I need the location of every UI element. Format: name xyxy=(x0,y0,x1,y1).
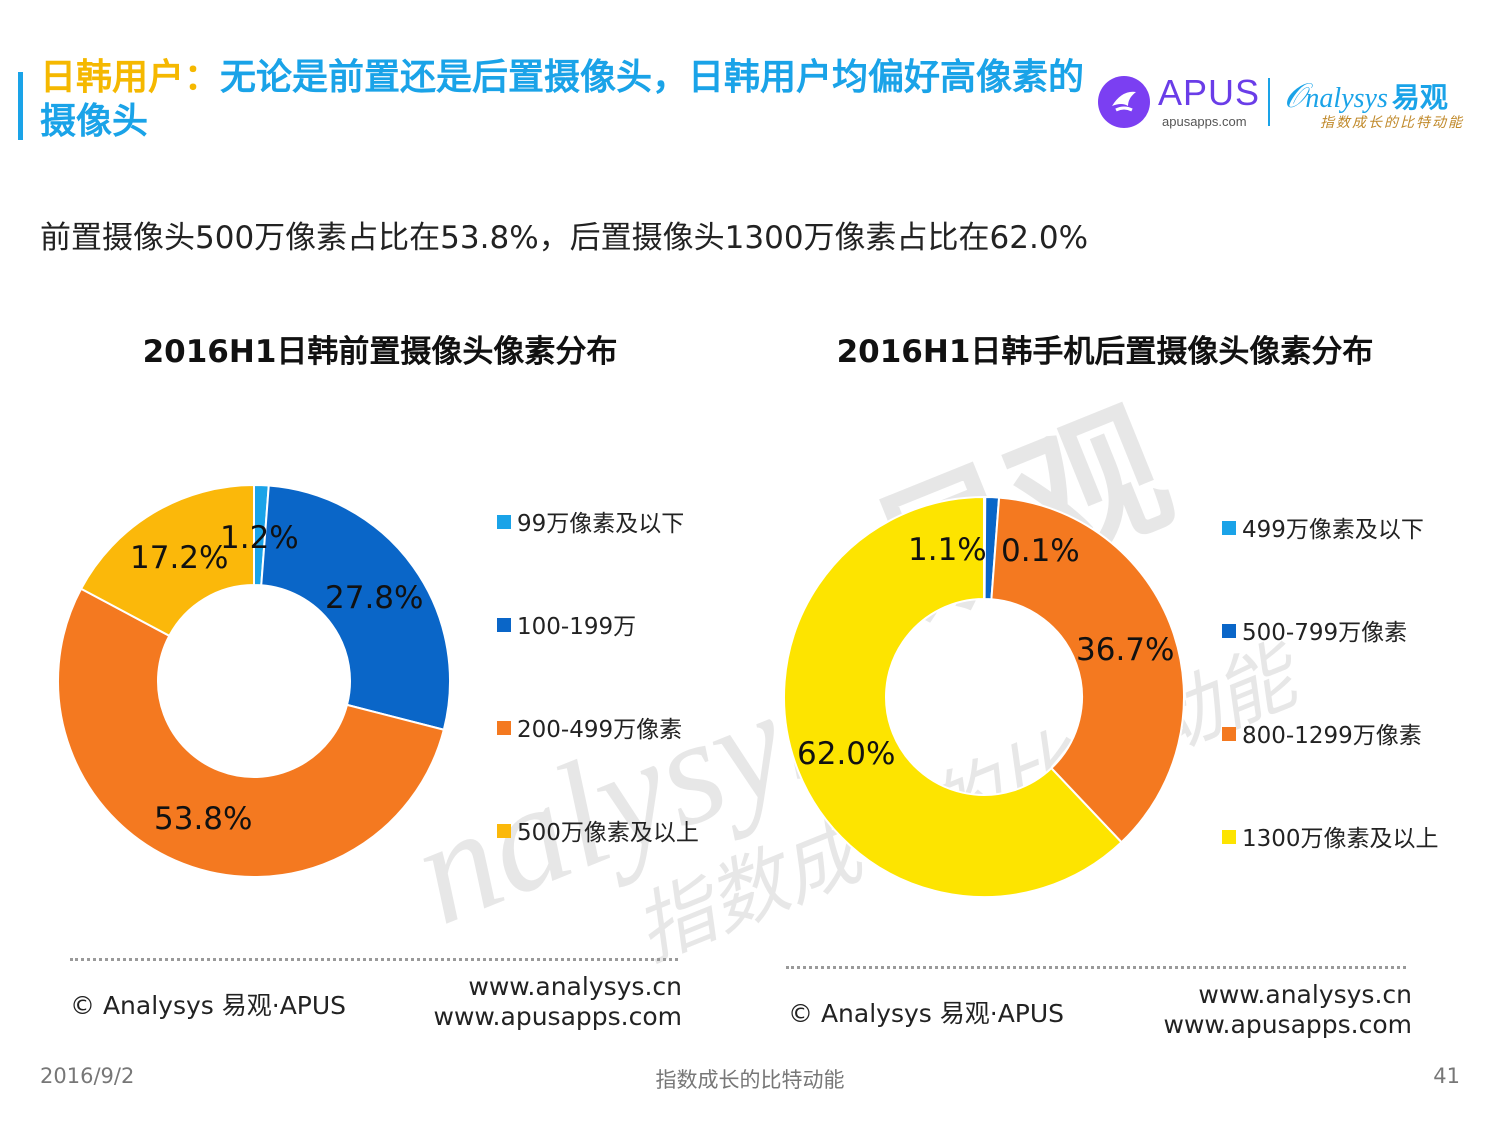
legend-label: 499万像素及以下 xyxy=(1242,517,1424,543)
footer-copyright-right: © Analysys 易观·APUS xyxy=(788,999,1065,1028)
footer-url-apus-right: www.apusapps.com xyxy=(1163,1010,1412,1039)
slice-data-label: 36.7% xyxy=(1076,632,1174,668)
legend-swatch xyxy=(1222,521,1236,535)
apus-logo-text: APUS xyxy=(1158,72,1261,113)
legend-item: 500-799万像素 xyxy=(1222,613,1407,647)
legend-swatch xyxy=(1222,830,1236,844)
donut-chart-front-camera: 1.2% 27.8% 53.8% 17.2% xyxy=(57,483,451,878)
legend-item: 100-199万 xyxy=(497,607,636,641)
title-accent-bar xyxy=(18,72,23,140)
legend-swatch xyxy=(497,618,511,632)
analysys-logo-slogan: 指数成长的比特动能 xyxy=(1320,115,1464,131)
page-slogan: 指数成长的比特动能 xyxy=(655,1068,845,1092)
page-title-highlight: 日韩用户： xyxy=(40,57,221,98)
slice-data-label: 53.8% xyxy=(154,801,252,837)
footer-url-analysys-left: www.analysys.cn xyxy=(468,972,682,1001)
slice-data-label: 62.0% xyxy=(797,736,895,772)
legend-label: 800-1299万像素 xyxy=(1242,723,1422,749)
donut-slice xyxy=(79,483,255,638)
donut-slice xyxy=(990,496,1186,844)
slice-data-label: 0.1% xyxy=(1001,533,1080,569)
legend-item: 800-1299万像素 xyxy=(1222,716,1422,750)
legend-swatch xyxy=(1222,727,1236,741)
legend-label: 1300万像素及以上 xyxy=(1242,826,1439,852)
legend-item: 99万像素及以下 xyxy=(497,504,684,538)
logo-divider xyxy=(1268,78,1270,126)
page-title: 日韩用户：无论是前置还是后置摄像头，日韩用户均偏好高像素的摄像头 xyxy=(40,56,1100,144)
legend-label: 500-799万像素 xyxy=(1242,620,1408,646)
footer-divider-left xyxy=(70,958,678,961)
footer-divider-right xyxy=(786,966,1406,969)
slice-data-label: 17.2% xyxy=(130,540,228,576)
donut-slice xyxy=(783,495,1123,898)
footer-url-apus-left: www.apusapps.com xyxy=(433,1002,682,1031)
footer-url-analysys-right: www.analysys.cn xyxy=(1198,980,1412,1009)
footer-urls-left: www.analysys.cn www.apusapps.com xyxy=(400,972,682,1032)
footer-copyright-left: © Analysys 易观·APUS xyxy=(70,991,347,1020)
legend-label: 500万像素及以上 xyxy=(517,820,699,846)
legend-swatch xyxy=(497,515,511,529)
legend-label: 99万像素及以下 xyxy=(517,511,685,537)
legend-item: 200-499万像素 xyxy=(497,710,682,744)
donut-slice xyxy=(260,484,451,731)
legend-swatch xyxy=(497,824,511,838)
legend-item: 500万像素及以上 xyxy=(497,813,699,847)
apus-logo-icon xyxy=(1098,76,1150,128)
chart-title-front-camera: 2016H1日韩前置摄像头像素分布 xyxy=(142,334,618,370)
legend-swatch xyxy=(497,721,511,735)
logo-group: APUS apusapps.com 𝒪nalysys 易观 指数成长的比特动能 xyxy=(1098,70,1488,140)
legend-label: 200-499万像素 xyxy=(517,717,683,743)
legend-item: 1300万像素及以上 xyxy=(1222,819,1439,853)
page-subtitle: 前置摄像头500万像素占比在53.8%，后置摄像头1300万像素占比在62.0% xyxy=(40,220,1089,256)
legend-item: 499万像素及以下 xyxy=(1222,510,1424,544)
chart-title-rear-camera: 2016H1日韩手机后置摄像头像素分布 xyxy=(836,334,1374,370)
analysys-logo-text: 𝒪nalysys 易观 xyxy=(1284,78,1448,115)
legend-label: 100-199万 xyxy=(517,614,637,640)
slice-data-label: 27.8% xyxy=(325,580,423,616)
donut-chart-rear-camera: 0.1% 1.1% 36.7% 62.0% xyxy=(783,495,1186,898)
apus-logo-url: apusapps.com xyxy=(1162,114,1247,129)
legend-swatch xyxy=(1222,624,1236,638)
slice-data-label: 1.2% xyxy=(220,520,299,556)
slice-data-label: 1.1% xyxy=(908,532,987,568)
analysys-logo-cn: 易观 xyxy=(1391,83,1448,114)
footer-urls-right: www.analysys.cn www.apusapps.com xyxy=(1110,980,1412,1040)
page-title-rest: 无论是前置还是后置摄像头，日韩用户均偏好高像素的摄像头 xyxy=(40,57,1085,142)
page-number: 41 xyxy=(1433,1064,1460,1088)
donut-slice xyxy=(57,587,446,878)
page-date: 2016/9/2 xyxy=(40,1064,135,1088)
analysys-logo-name: nalysys xyxy=(1305,83,1388,114)
